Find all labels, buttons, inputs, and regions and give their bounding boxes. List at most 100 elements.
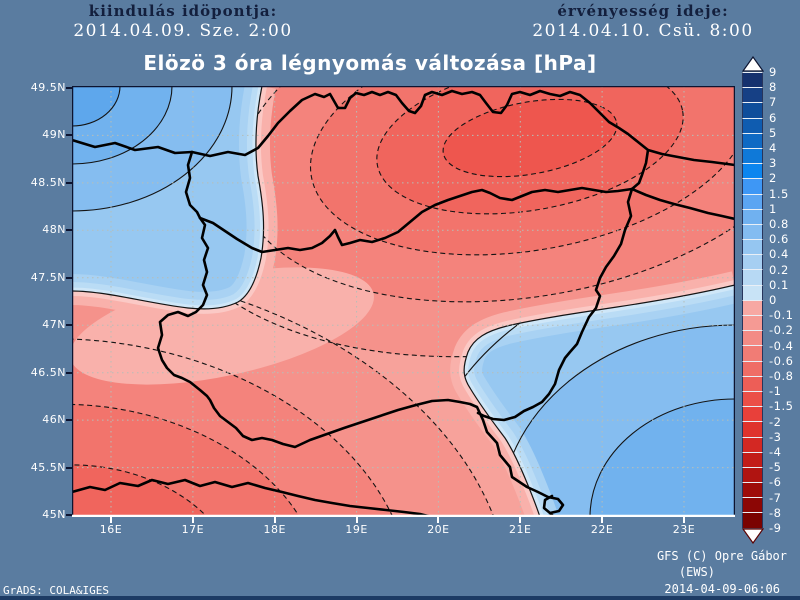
lat-tick [66, 134, 72, 137]
colorbar-box [742, 284, 763, 300]
lat-tick [66, 181, 72, 184]
lon-tick [437, 517, 440, 523]
lon-label: 23E [672, 523, 696, 536]
colorbar-box [742, 72, 763, 88]
colorbar-box [742, 345, 763, 361]
colorbar-box [742, 436, 763, 452]
colorbar-box [742, 254, 763, 270]
lat-tick [66, 514, 72, 516]
lat-tick [66, 87, 72, 89]
lat-label: 48.5N [30, 175, 66, 189]
colorbar-box [742, 299, 763, 315]
colorbar-label: -9 [769, 521, 782, 535]
colorbar-label: -5 [769, 460, 782, 475]
colorbar-box [742, 360, 763, 376]
colorbar-label: -0.4 [769, 338, 794, 353]
run-timestamp: 2014-04-09-06:06 [664, 582, 780, 596]
colorbar-up-arrow-icon [742, 56, 764, 72]
colorbar-label: 9 [769, 65, 777, 79]
colorbar-label: -4 [769, 445, 782, 459]
zero-contours [72, 86, 735, 517]
colorbar-box [742, 193, 763, 209]
lat-tick [66, 324, 72, 327]
pressure-fall-northeast [158, 86, 735, 357]
colorbar-box [742, 132, 763, 148]
model-credit: GFS (C) Opre Gábor [656, 549, 787, 563]
lat-label: 45N [42, 508, 66, 521]
init-time-label: kiindulás idöpontja: [88, 2, 278, 20]
init-time-value: 2014.04.09. Sze. 2:00 [73, 21, 293, 41]
colorbar-label: 0.6 [769, 232, 789, 247]
colorbar-box [742, 375, 763, 391]
colorbar-box [742, 87, 763, 103]
colorbar-label: -0.8 [769, 369, 794, 383]
colorbar-label: 1.5 [769, 186, 789, 201]
lat-label: 48N [42, 223, 66, 237]
lon-tick [519, 517, 522, 523]
colorbar-box [742, 451, 763, 467]
colorbar-label: -0.2 [769, 323, 794, 338]
lat-label: 49N [42, 128, 66, 142]
model-credit-org: (EWS) [678, 565, 715, 579]
colorbar-label: -2 [769, 414, 782, 429]
lat-tick [66, 276, 72, 279]
colorbar-box [742, 466, 763, 483]
lat-tick [66, 229, 72, 232]
colorbar-label: 4 [769, 141, 777, 155]
map-area [71, 85, 736, 518]
colorbar-label: -7 [769, 490, 782, 505]
colorbar-label: -1.5 [769, 399, 794, 414]
colorbar-label: -1 [769, 384, 782, 399]
lat-label: 46N [42, 413, 66, 427]
colorbar-label: 5 [769, 125, 777, 140]
colorbar-label: -0.1 [769, 308, 794, 323]
colorbar-down-arrow-icon [742, 528, 764, 544]
colorbar-box [742, 102, 763, 118]
colorbar-box [742, 223, 763, 240]
colorbar-label: 1 [769, 201, 777, 216]
colorbar-box [742, 208, 763, 224]
colorbar-label: -0.6 [769, 353, 794, 368]
grads-credit: GrADS: COLA&IGES [3, 584, 109, 597]
colorbar-boxes [742, 72, 763, 528]
colorbar-box [742, 406, 763, 422]
country-borders [72, 89, 735, 517]
colorbar-box [742, 117, 763, 133]
lon-label: 17E [181, 523, 205, 536]
lon-tick [273, 517, 276, 523]
colorbar-box [742, 497, 763, 513]
pressure-fall-southwest [72, 268, 510, 517]
colorbar: 9 8 7 6 5 4 3 2 1.5 1 0.8 0.6 0.4 0.2 0.1 0 -0.1 -0.2 -0.4… [742, 56, 800, 548]
colorbar-box [742, 330, 763, 346]
colorbar-label: 0.4 [769, 247, 789, 262]
colorbar-box [742, 482, 763, 498]
lat-label: 45.5N [30, 460, 66, 474]
bottom-bar [0, 596, 800, 600]
colorbar-box [742, 163, 763, 179]
colorbar-label: 2 [769, 171, 777, 186]
map-canvas [71, 85, 736, 518]
valid-time-value: 2014.04.10. Csü. 8:00 [532, 21, 754, 41]
lon-tick [355, 517, 358, 523]
lon-label: 16E [99, 523, 123, 536]
lon-label: 19E [345, 523, 368, 536]
colorbar-label: 3 [769, 156, 777, 171]
lon-tick [682, 517, 685, 523]
lat-label: 46.5N [30, 365, 66, 379]
lat-tick [66, 419, 72, 422]
lat-label: 49.5N [30, 81, 66, 94]
colorbar-box [742, 239, 763, 255]
colorbar-label: 0.8 [769, 217, 789, 231]
lon-tick [601, 517, 604, 523]
colorbar-label: 0.1 [769, 277, 789, 292]
colorbar-label: 7 [769, 95, 777, 110]
colorbar-box [742, 421, 763, 437]
lat-tick [66, 466, 72, 469]
grid-lines [72, 86, 735, 517]
colorbar-label: -3 [769, 429, 782, 444]
lon-label: 18E [263, 523, 286, 536]
lat-label: 47N [42, 318, 66, 332]
colorbar-box [742, 147, 763, 164]
colorbar-label: -6 [769, 475, 782, 490]
